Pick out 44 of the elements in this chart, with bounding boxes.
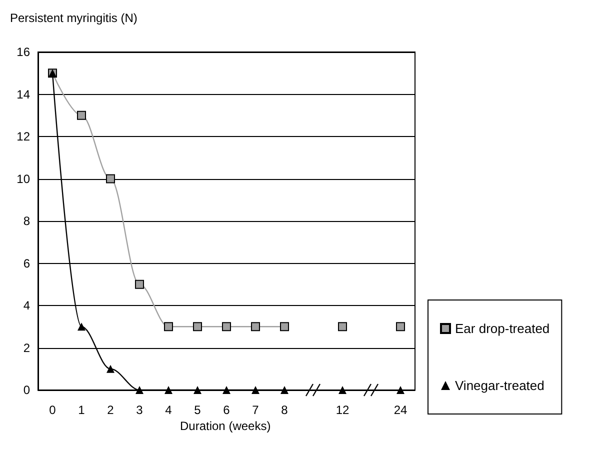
y-tick-label: 14	[16, 87, 30, 102]
x-tick-label: 1	[78, 403, 86, 417]
x-axis-title: Duration (weeks)	[180, 419, 271, 433]
point	[106, 364, 114, 373]
point	[222, 386, 230, 394]
point	[164, 386, 172, 394]
point	[136, 386, 144, 394]
point	[280, 386, 288, 394]
point	[338, 322, 347, 332]
point	[194, 386, 202, 394]
x-tick-label: 0	[49, 403, 56, 417]
x-tick-label: 5	[194, 403, 202, 417]
point	[106, 174, 115, 184]
x-tick-label: 24	[394, 403, 408, 417]
x-tick-label: 4	[165, 403, 172, 417]
y-tick-label: 12	[16, 130, 30, 144]
y-tick-label: 10	[16, 172, 30, 186]
x-tick-label: 7	[252, 403, 260, 417]
point	[396, 322, 405, 332]
point	[222, 322, 231, 332]
x-tick-label: 8	[281, 403, 288, 417]
legend-label: Vinegar-treated	[455, 378, 544, 393]
x-tick-label: 12	[336, 403, 350, 417]
point	[396, 386, 404, 394]
legend-label: Ear drop-treated	[455, 321, 550, 336]
x-tick-label: 3	[136, 403, 144, 417]
point	[251, 322, 260, 332]
point	[280, 322, 289, 332]
y-tick-label: 8	[23, 214, 30, 228]
y-axis-title: Persistent myringitis (N)	[10, 11, 138, 25]
point	[77, 110, 86, 120]
point	[135, 280, 144, 289]
point	[252, 386, 260, 394]
y-tick-label: 0	[23, 383, 30, 397]
x-tick-label: 2	[107, 403, 114, 417]
point	[78, 322, 86, 331]
y-tick-label: 2	[23, 340, 30, 355]
point	[164, 322, 173, 332]
x-tick-label: 6	[223, 403, 230, 417]
point	[193, 322, 202, 332]
point	[338, 386, 346, 394]
y-tick-label: 16	[16, 45, 30, 59]
y-tick-label: 6	[23, 256, 30, 270]
y-tick-label: 4	[23, 298, 30, 312]
